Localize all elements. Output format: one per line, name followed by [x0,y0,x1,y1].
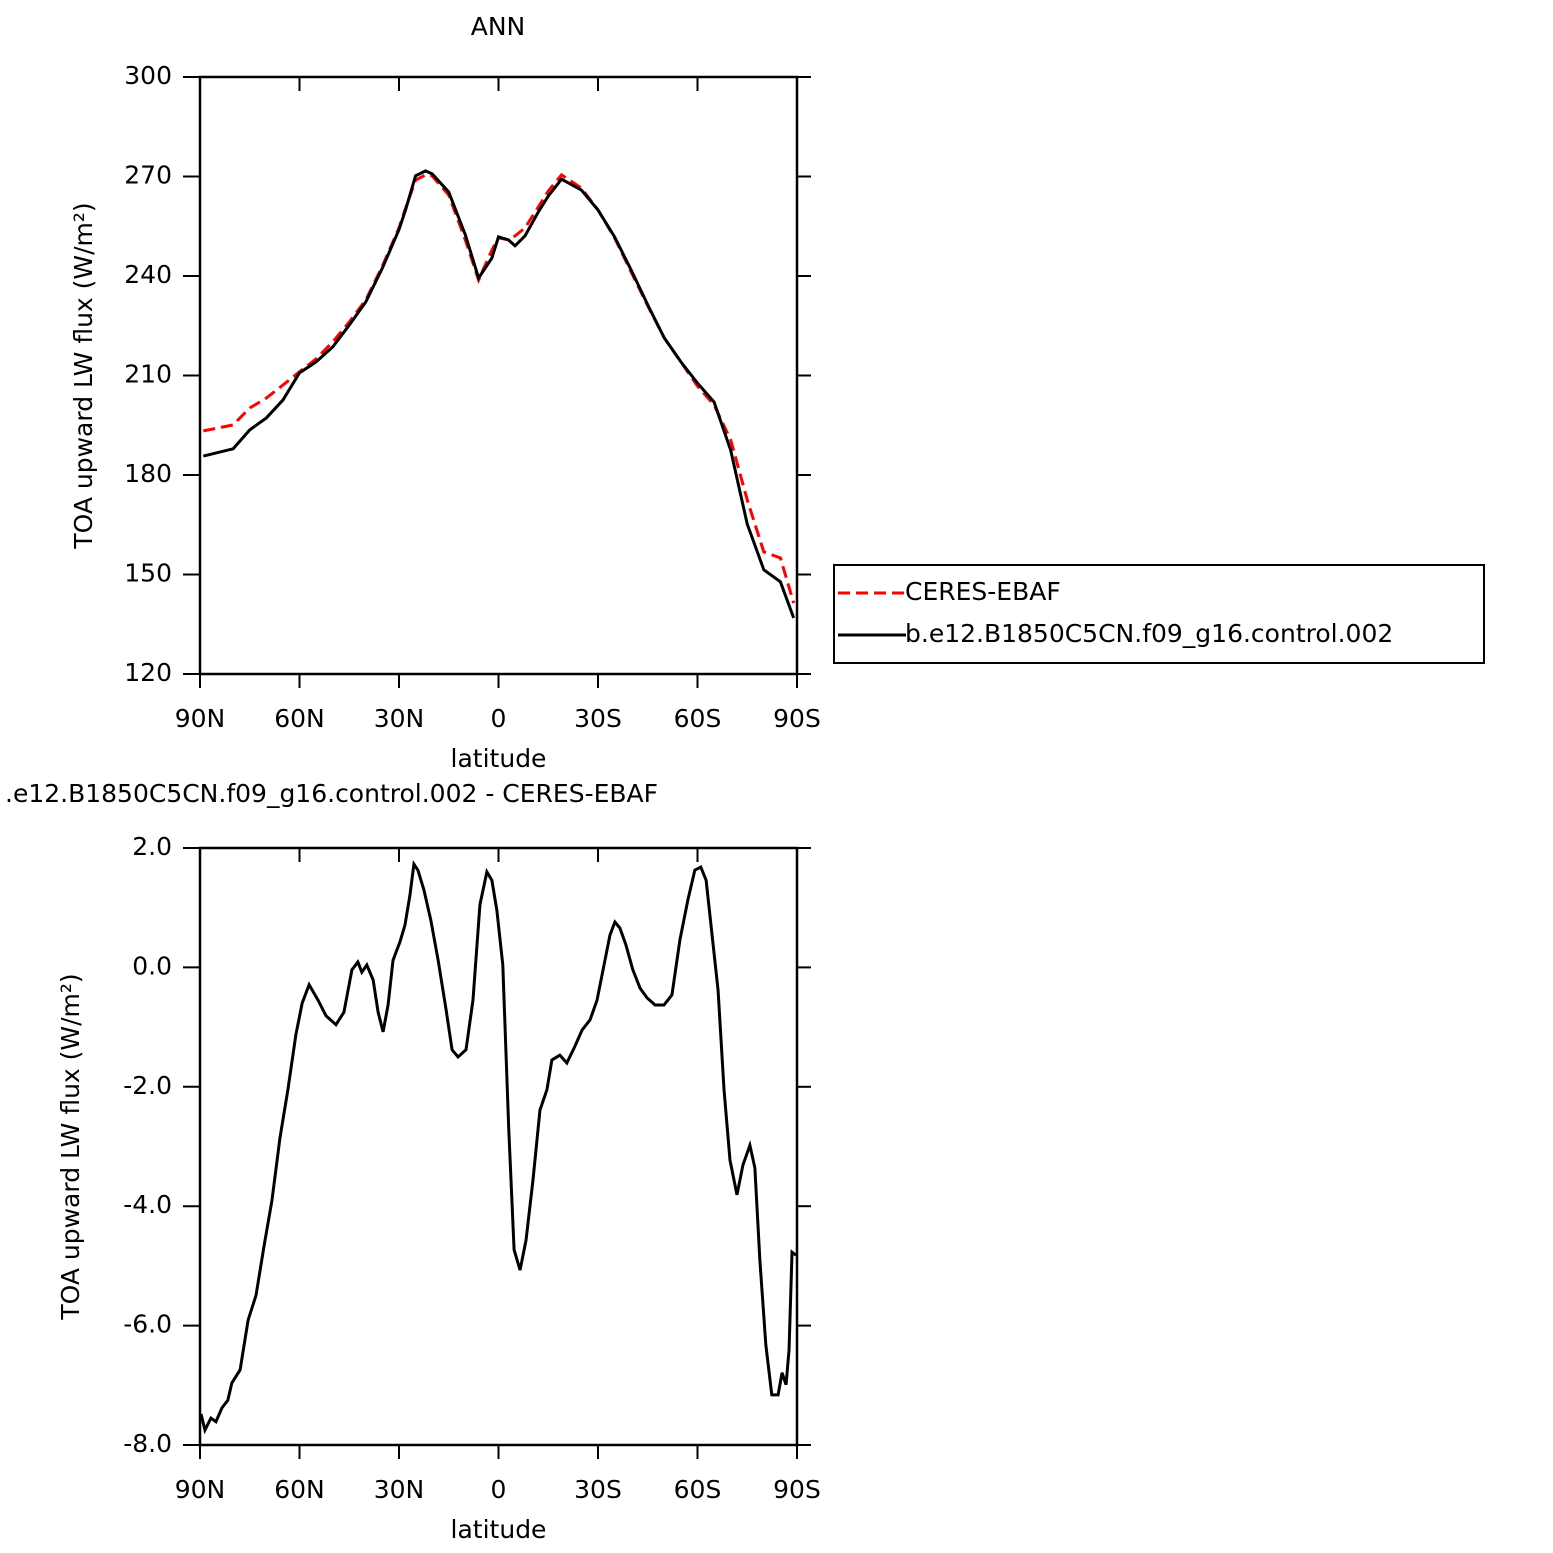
x-tick-label: 60S [674,704,722,733]
x-tick-label: 30S [574,704,622,733]
x-tick-label: 30N [374,704,425,733]
x-tick-label: 90S [773,1475,821,1504]
legend-box [833,564,1485,664]
x-tick-label: 0 [491,704,507,733]
x-axis-label: latitude [451,744,547,773]
plot-frame [198,75,799,676]
y-tick-label: 180 [124,459,172,488]
x-tick-label: 90N [175,1475,226,1504]
x-tick-label: 0 [491,1475,507,1504]
x-tick-label: 30S [574,1475,622,1504]
y-tick-label: 240 [124,260,172,289]
y-axis-label: TOA upward LW flux (W/m²) [56,973,85,1320]
legend-label: b.e12.B1850C5CN.f09_g16.control.002 [905,619,1393,648]
y-tick-label: 270 [124,161,172,190]
x-axis-label: latitude [451,1515,547,1544]
x-tick-label: 60S [674,1475,722,1504]
y-tick-label: 120 [124,658,172,687]
chart-title: ANN [471,12,526,41]
y-tick-label: -2.0 [123,1071,172,1100]
x-tick-label: 90S [773,704,821,733]
x-tick-label: 30N [374,1475,425,1504]
y-tick-label: 210 [124,360,172,389]
data-line [199,859,797,1435]
x-tick-label: 60N [274,704,325,733]
y-axis-label: TOA upward LW flux (W/m²) [69,202,98,549]
y-tick-label: 300 [124,61,172,90]
y-tick-label: -8.0 [123,1429,172,1458]
x-tick-label: 90N [175,704,226,733]
chart-title: .e12.B1850C5CN.f09_g16.control.002 - CER… [5,779,658,808]
y-tick-label: 2.0 [132,832,172,861]
data-line [202,169,796,619]
y-tick-label: -4.0 [123,1190,172,1219]
legend-label: CERES-EBAF [905,577,1061,606]
y-tick-label: 150 [124,559,172,588]
x-tick-label: 60N [274,1475,325,1504]
y-tick-label: -6.0 [123,1310,172,1339]
y-tick-label: 0.0 [132,951,172,980]
